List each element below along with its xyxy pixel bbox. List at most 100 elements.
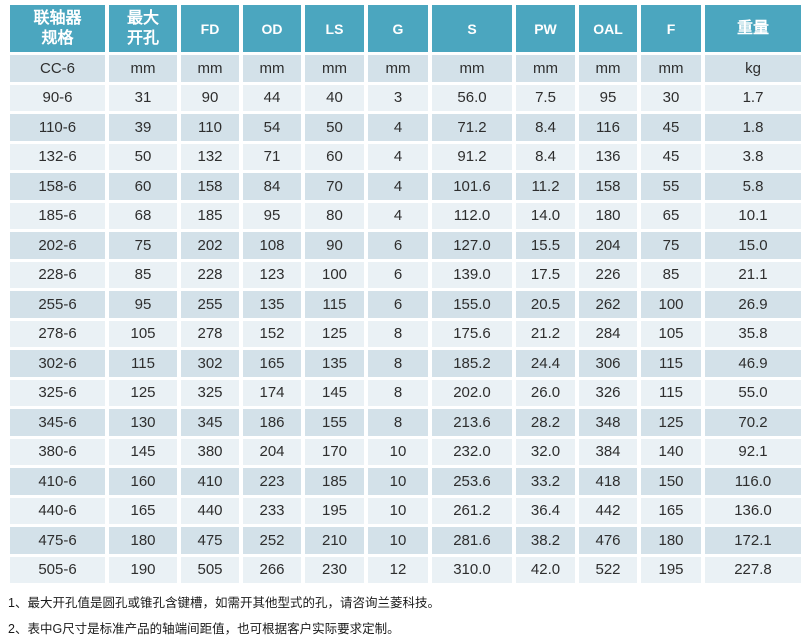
value-cell-od: 174 (243, 379, 301, 406)
value-cell-fd: 325 (181, 379, 239, 406)
value-cell-s: 175.6 (432, 320, 512, 347)
value-cell-bore: 39 (109, 114, 177, 141)
value-cell-bore: 125 (109, 379, 177, 406)
value-cell-fd: 110 (181, 114, 239, 141)
value-cell-bore: 60 (109, 173, 177, 200)
spec-cell: 302-6 (10, 350, 105, 377)
spec-cell: 380-6 (10, 438, 105, 465)
value-cell-pw: 33.2 (516, 468, 575, 495)
spec-cell: 228-6 (10, 261, 105, 288)
header-cell-oal: OAL (579, 5, 637, 52)
spec-cell: 475-6 (10, 527, 105, 554)
value-cell-pw: 21.2 (516, 320, 575, 347)
table-row: 228-6 85 228 123 100 6 139.0 17.5 226 85 21.1 (10, 261, 801, 288)
value-cell-weight: 21.1 (705, 261, 801, 288)
note-1: 1、最大开孔值是圆孔或锥孔含键槽，如需开其他型式的孔，请咨询兰菱科技。 (8, 596, 440, 610)
value-cell-od: 123 (243, 261, 301, 288)
value-cell-pw: 32.0 (516, 438, 575, 465)
value-cell-ls: 70 (305, 173, 364, 200)
value-cell-pw: 42.0 (516, 556, 575, 583)
table-row: 302-6 115 302 165 135 8 185.2 24.4 306 115 46.9 (10, 350, 801, 377)
value-cell-oal: 306 (579, 350, 637, 377)
value-cell-fd: 345 (181, 409, 239, 436)
value-cell-oal: 348 (579, 409, 637, 436)
value-cell-g: 10 (368, 497, 428, 524)
value-cell-oal: 442 (579, 497, 637, 524)
table-row: 202-6 75 202 108 90 6 127.0 15.5 204 75 15.0 (10, 232, 801, 259)
table-row: 90-6 31 90 44 40 3 56.0 7.5 95 30 1.7 (10, 84, 801, 111)
value-cell-fd: 440 (181, 497, 239, 524)
value-cell-bore: 105 (109, 320, 177, 347)
value-cell-oal: 418 (579, 468, 637, 495)
value-cell-ls: 125 (305, 320, 364, 347)
value-cell-g: 8 (368, 379, 428, 406)
value-cell-od: 223 (243, 468, 301, 495)
value-cell-fd: 278 (181, 320, 239, 347)
value-cell-f: mm (641, 55, 701, 82)
table-row: 185-6 68 185 95 80 4 112.0 14.0 180 65 10.1 (10, 202, 801, 229)
value-cell-weight: 172.1 (705, 527, 801, 554)
value-cell-f: 140 (641, 438, 701, 465)
value-cell-g: 6 (368, 291, 428, 318)
value-cell-weight: 227.8 (705, 556, 801, 583)
value-cell-weight: 1.8 (705, 114, 801, 141)
header-cell-ls: LS (305, 5, 364, 52)
value-cell-fd: 255 (181, 291, 239, 318)
spec-cell: 132-6 (10, 143, 105, 170)
value-cell-pw: 15.5 (516, 232, 575, 259)
footnotes: 1、最大开孔值是圆孔或锥孔含键槽，如需开其他型式的孔，请咨询兰菱科技。 2、表中… (8, 595, 811, 638)
value-cell-pw: 28.2 (516, 409, 575, 436)
value-cell-ls: 185 (305, 468, 364, 495)
value-cell-s: 101.6 (432, 173, 512, 200)
value-cell-od: 54 (243, 114, 301, 141)
value-cell-weight: 92.1 (705, 438, 801, 465)
value-cell-oal: 384 (579, 438, 637, 465)
value-cell-od: 95 (243, 202, 301, 229)
value-cell-fd: 132 (181, 143, 239, 170)
table-body: CC-6 mm mm mm mm mm mm mm mm mm kg 90-6 31 90 44 40 3 56.… (10, 55, 801, 583)
value-cell-ls: 155 (305, 409, 364, 436)
value-cell-s: 310.0 (432, 556, 512, 583)
value-cell-ls: 50 (305, 114, 364, 141)
header-cell-f: F (641, 5, 701, 52)
value-cell-f: 165 (641, 497, 701, 524)
value-cell-pw: 36.4 (516, 497, 575, 524)
value-cell-g: 8 (368, 350, 428, 377)
value-cell-f: 30 (641, 84, 701, 111)
value-cell-f: 115 (641, 350, 701, 377)
value-cell-s: 71.2 (432, 114, 512, 141)
value-cell-fd: 158 (181, 173, 239, 200)
value-cell-od: 84 (243, 173, 301, 200)
value-cell-pw: 38.2 (516, 527, 575, 554)
value-cell-fd: 90 (181, 84, 239, 111)
coupling-spec-table: 联轴器 规格 最大 开孔 FD OD LS G S PW OAL F 重量 CC-6 mm mm mm mm… (6, 2, 805, 586)
value-cell-pw: 17.5 (516, 261, 575, 288)
header-cell-weight: 重量 (705, 5, 801, 52)
value-cell-s: 112.0 (432, 202, 512, 229)
value-cell-od: mm (243, 55, 301, 82)
value-cell-weight: 55.0 (705, 379, 801, 406)
value-cell-bore: mm (109, 55, 177, 82)
table-row: 440-6 165 440 233 195 10 261.2 36.4 442 165 136.0 (10, 497, 801, 524)
spec-cell: CC-6 (10, 55, 105, 82)
value-cell-f: 115 (641, 379, 701, 406)
units-row: CC-6 mm mm mm mm mm mm mm mm mm kg (10, 55, 801, 82)
spec-cell: 158-6 (10, 173, 105, 200)
value-cell-g: 6 (368, 261, 428, 288)
value-cell-f: 65 (641, 202, 701, 229)
value-cell-weight: 5.8 (705, 173, 801, 200)
header-cell-pw: PW (516, 5, 575, 52)
value-cell-g: 10 (368, 438, 428, 465)
value-cell-fd: 475 (181, 527, 239, 554)
value-cell-oal: 204 (579, 232, 637, 259)
value-cell-s: 185.2 (432, 350, 512, 377)
value-cell-od: 152 (243, 320, 301, 347)
value-cell-pw: 8.4 (516, 114, 575, 141)
value-cell-oal: mm (579, 55, 637, 82)
value-cell-weight: 10.1 (705, 202, 801, 229)
spec-cell: 110-6 (10, 114, 105, 141)
value-cell-ls: 210 (305, 527, 364, 554)
value-cell-g: 4 (368, 173, 428, 200)
value-cell-ls: 115 (305, 291, 364, 318)
